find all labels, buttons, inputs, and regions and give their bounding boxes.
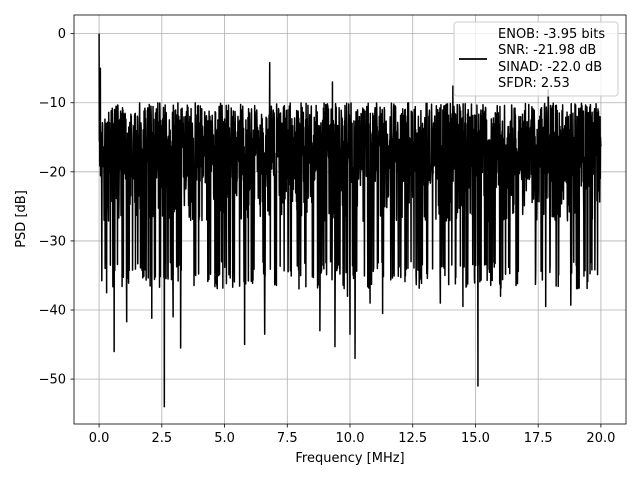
legend: ENOB: -3.95 bits SNR: -21.98 dB SINAD: -… <box>453 21 619 97</box>
y-tick-label: −30 <box>39 234 66 249</box>
x-axis-label: Frequency [MHz] <box>295 451 404 466</box>
axis-ticks: 0.0 2.5 5.0 7.5 10.0 12.5 15.0 17.5 20.0 0 −10 −20 −… <box>39 27 616 446</box>
legend-entry-enob: ENOB: -3.95 bits <box>498 27 605 42</box>
x-tick-label: 12.5 <box>398 431 427 446</box>
y-tick-label: −50 <box>39 373 66 388</box>
y-axis-label: PSD [dB] <box>14 190 29 248</box>
x-tick-label: 10.0 <box>336 431 365 446</box>
y-tick-label: −40 <box>39 304 66 319</box>
y-tick-label: 0 <box>58 27 66 42</box>
x-tick-label: 20.0 <box>586 431 615 446</box>
x-tick-label: 17.5 <box>524 431 553 446</box>
legend-box <box>453 21 619 97</box>
x-tick-label: 7.5 <box>277 431 298 446</box>
y-tick-label: −20 <box>39 165 66 180</box>
x-tick-label: 5.0 <box>214 431 235 446</box>
legend-entry-sinad: SINAD: -22.0 dB <box>498 60 602 75</box>
legend-entry-sfdr: SFDR: 2.53 <box>498 76 570 91</box>
y-tick-label: −10 <box>39 96 66 111</box>
x-tick-label: 2.5 <box>151 431 172 446</box>
x-tick-label: 15.0 <box>461 431 490 446</box>
legend-entry-snr: SNR: -21.98 dB <box>498 43 596 58</box>
psd-series <box>98 33 602 408</box>
psd-trace <box>98 33 602 408</box>
x-tick-label: 0.0 <box>89 431 110 446</box>
